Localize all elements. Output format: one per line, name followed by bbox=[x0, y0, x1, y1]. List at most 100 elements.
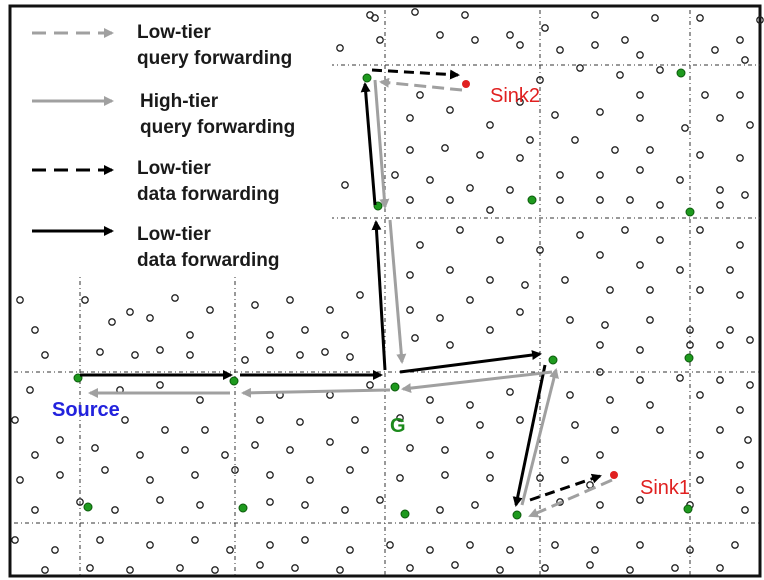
sensor-node bbox=[556, 196, 564, 204]
sensor-node bbox=[196, 501, 204, 509]
sensor-node bbox=[736, 486, 744, 494]
sensor-node bbox=[296, 351, 304, 359]
sensor-node bbox=[716, 376, 724, 384]
sensor-node bbox=[406, 196, 414, 204]
sensor-node bbox=[741, 56, 749, 64]
sensor-node bbox=[606, 396, 614, 404]
sensor-node bbox=[676, 374, 684, 382]
sensor-node bbox=[376, 36, 384, 44]
sensor-node bbox=[446, 106, 454, 114]
sensor-node bbox=[361, 446, 369, 454]
sensor-node bbox=[536, 76, 544, 84]
sensor-node bbox=[486, 451, 494, 459]
sensor-node bbox=[201, 426, 209, 434]
sensor-node bbox=[636, 114, 644, 122]
sensor-node bbox=[191, 471, 199, 479]
sensor-node bbox=[266, 541, 274, 549]
sensor-node bbox=[466, 401, 474, 409]
sensor-node bbox=[76, 498, 84, 506]
sensor-node bbox=[486, 276, 494, 284]
sensor-node bbox=[411, 334, 419, 342]
sensor-node bbox=[591, 41, 599, 49]
sensor-node bbox=[521, 281, 529, 289]
sensor-node bbox=[266, 498, 274, 506]
sensor-node bbox=[196, 396, 204, 404]
sensor-node bbox=[108, 318, 116, 326]
sensor-node bbox=[741, 191, 749, 199]
query-arrow bbox=[401, 370, 553, 394]
source-label: Source bbox=[52, 399, 120, 421]
sensor-node bbox=[31, 326, 39, 334]
sensor-node bbox=[446, 266, 454, 274]
sensor-node bbox=[336, 566, 344, 574]
sensor-node bbox=[96, 348, 104, 356]
sensor-node bbox=[81, 296, 89, 304]
grid-node bbox=[400, 509, 410, 519]
sensor-node bbox=[416, 241, 424, 249]
sensor-node bbox=[266, 331, 274, 339]
sensor-node bbox=[596, 501, 604, 509]
sensor-node bbox=[206, 306, 214, 314]
sensor-node bbox=[181, 446, 189, 454]
sensor-node bbox=[716, 426, 724, 434]
sensor-node bbox=[556, 498, 564, 506]
sensor-node bbox=[466, 184, 474, 192]
forwarding-arrows bbox=[80, 68, 613, 518]
sensor-node bbox=[476, 151, 484, 159]
data-dashed-arrow bbox=[529, 473, 602, 502]
sink2-label: Sink2 bbox=[490, 85, 540, 107]
sensor-node bbox=[516, 308, 524, 316]
sensor-node bbox=[596, 108, 604, 116]
sensor-node bbox=[736, 461, 744, 469]
sensor-node bbox=[251, 441, 259, 449]
sensor-node bbox=[16, 476, 24, 484]
sensor-node bbox=[591, 546, 599, 554]
legend-label-line1: Low-tier bbox=[137, 22, 211, 43]
sensor-node bbox=[126, 566, 134, 574]
sensor-node bbox=[636, 261, 644, 269]
sensor-node bbox=[146, 541, 154, 549]
grid-node bbox=[527, 195, 537, 205]
sensor-node bbox=[656, 426, 664, 434]
sensor-node bbox=[486, 474, 494, 482]
sensor-node bbox=[41, 351, 49, 359]
sensor-node bbox=[146, 476, 154, 484]
sink1-label: Sink1 bbox=[640, 477, 690, 499]
sensor-node bbox=[696, 476, 704, 484]
sensor-node bbox=[26, 386, 34, 394]
sensor-node bbox=[476, 421, 484, 429]
sensor-node bbox=[56, 471, 64, 479]
grid-node bbox=[362, 73, 372, 83]
legend-label-line1: Low-tier bbox=[137, 158, 211, 179]
sensor-node bbox=[341, 331, 349, 339]
legend-label-line2: data forwarding bbox=[137, 184, 280, 205]
grid-node bbox=[685, 207, 695, 217]
query-arrow bbox=[388, 219, 407, 364]
sensor-node bbox=[386, 541, 394, 549]
sensor-node bbox=[571, 136, 579, 144]
sensor-node bbox=[131, 351, 139, 359]
sensor-node bbox=[576, 64, 584, 72]
sensor-node bbox=[406, 271, 414, 279]
sensor-node bbox=[396, 474, 404, 482]
sensor-node bbox=[186, 351, 194, 359]
sensor-node bbox=[536, 474, 544, 482]
sensor-node bbox=[191, 536, 199, 544]
sensor-node bbox=[441, 471, 449, 479]
sensor-node bbox=[541, 564, 549, 572]
sensor-node bbox=[486, 326, 494, 334]
sensor-node bbox=[56, 436, 64, 444]
sensor-node bbox=[11, 416, 19, 424]
sensor-node bbox=[726, 326, 734, 334]
grid-node bbox=[683, 504, 693, 514]
sensor-node bbox=[146, 314, 154, 322]
sensor-node bbox=[596, 251, 604, 259]
sensor-node bbox=[696, 451, 704, 459]
sensor-node bbox=[101, 466, 109, 474]
sensor-node bbox=[51, 546, 59, 554]
legend-item-low-tier-query: Low-tier query forwarding bbox=[32, 22, 292, 69]
sensor-node bbox=[636, 346, 644, 354]
sensor-node bbox=[566, 316, 574, 324]
sensor-node bbox=[656, 66, 664, 74]
sensor-node bbox=[506, 546, 514, 554]
